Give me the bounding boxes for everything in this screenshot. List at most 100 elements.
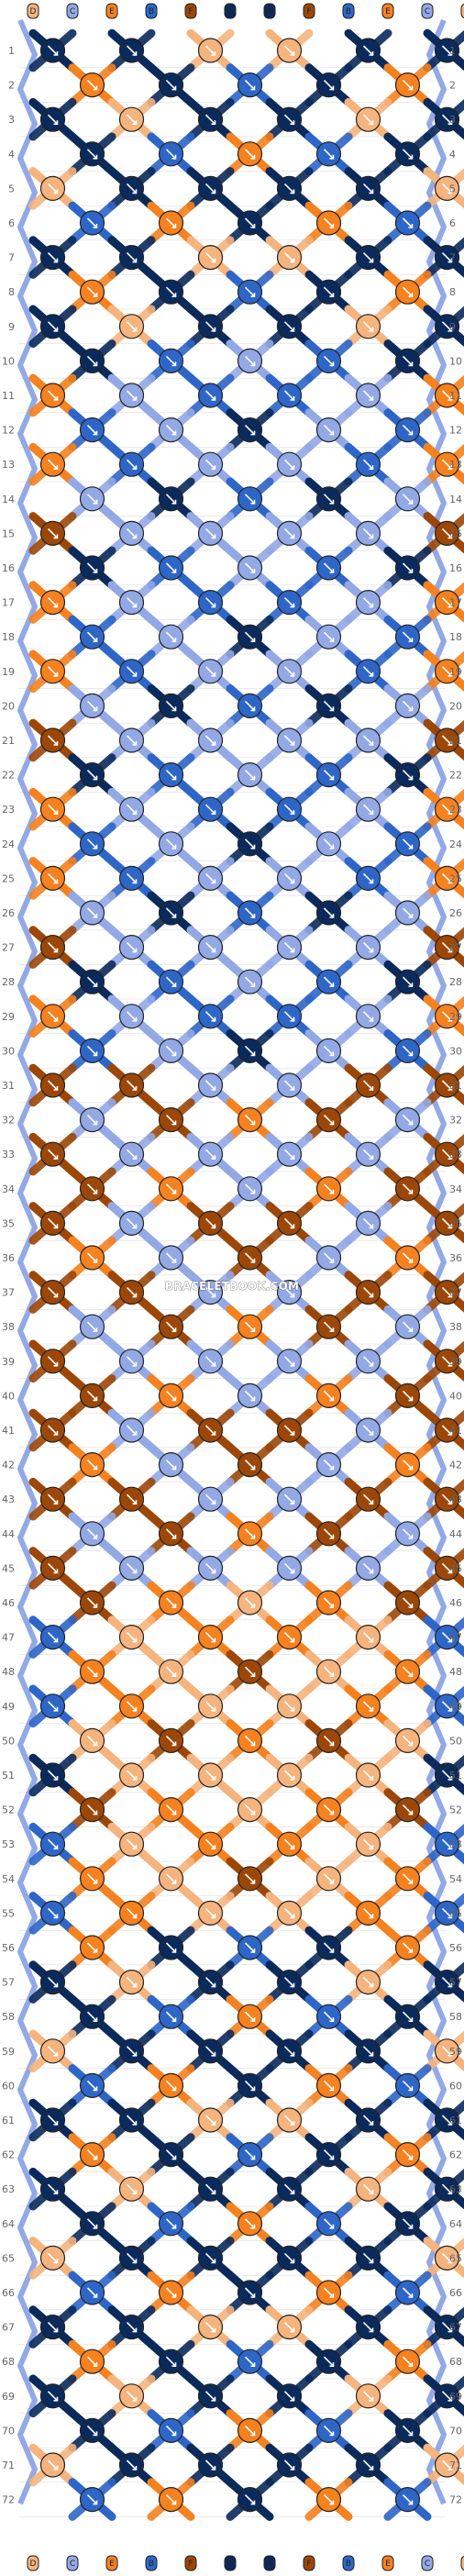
knot-arrow-head [369, 534, 374, 539]
knot-arrow-head [53, 1016, 59, 1022]
knot-arrow [362, 114, 374, 125]
knot-arrow-head [447, 2121, 453, 2126]
knot-arrow [283, 666, 295, 677]
knot-arrow-head [132, 396, 138, 401]
knot-arrow-head [408, 1741, 414, 1747]
knot-arrow [204, 1287, 216, 1298]
knot-arrow [86, 2287, 98, 2298]
bottom-string-tab [263, 2555, 276, 2571]
knot-arrow-head [93, 1051, 98, 1057]
knot-arrow-head [211, 465, 216, 471]
knot-arrow [283, 1425, 295, 1436]
knot-arrow-head [447, 810, 453, 816]
knot-arrow-head [211, 1706, 216, 1712]
row-number-left: 67 [2, 2322, 15, 2334]
knot-arrow [362, 1149, 374, 1160]
row-number-left: 37 [2, 1287, 15, 1299]
knot-arrow [244, 1873, 256, 1884]
row-number-left: 34 [2, 1183, 15, 1195]
knot-arrow-head [93, 293, 98, 298]
knot-arrow-head [132, 2051, 138, 2057]
knot-arrow [441, 459, 453, 470]
knot-arrow [86, 149, 98, 160]
knot-arrow [283, 1562, 295, 1573]
row-number-right: 58 [449, 2011, 462, 2023]
knot-arrow [86, 1321, 98, 1332]
knot-arrow-head [211, 2396, 216, 2402]
row-number-right: 70 [449, 2425, 462, 2437]
knot-arrow [165, 631, 177, 642]
knot-arrow-head [171, 1259, 177, 1263]
knot-arrow [86, 562, 98, 573]
row-number-right: 67 [449, 2322, 462, 2334]
knot-arrow [441, 942, 453, 953]
knot-arrow-head [408, 430, 414, 436]
knot-arrow [244, 1321, 256, 1332]
knot-arrow-head [132, 120, 138, 125]
knot-arrow [204, 527, 216, 539]
knot-arrow-head [53, 1361, 59, 1367]
knot-arrow-head [250, 2293, 256, 2298]
top-string-label: C [70, 7, 75, 17]
knot-arrow-head [369, 948, 374, 953]
knot-arrow [402, 700, 414, 711]
knot-arrow [86, 80, 98, 91]
knot-arrow [441, 45, 453, 56]
row-number-right: 54 [449, 1873, 462, 1885]
knot-arrow-head [132, 465, 138, 471]
knot-arrow [47, 1149, 59, 1160]
knot-arrow-head [369, 1706, 374, 1712]
knot-arrow [402, 976, 414, 987]
knot-arrow [323, 217, 335, 228]
row-number-left: 29 [2, 1011, 15, 1023]
knot-arrow [441, 2391, 453, 2402]
knot-arrow-head [447, 1638, 453, 1643]
knot-arrow [244, 2080, 256, 2091]
knot-arrow-head [93, 1396, 98, 1402]
knot-arrow-head [447, 1982, 453, 1988]
knot-arrow-head [329, 844, 335, 849]
knot-arrow [402, 2425, 414, 2436]
top-string-tab [105, 3, 118, 19]
knot-arrow [283, 1287, 295, 1298]
knot-arrow-head [53, 120, 59, 125]
knot-arrow-head [408, 2362, 414, 2367]
knot-arrow-head [171, 1949, 177, 1953]
knot-arrow [165, 1045, 177, 1056]
knot-arrow [362, 2322, 374, 2333]
knot-arrow [244, 1597, 256, 1608]
knot-arrow-head [171, 1672, 177, 1677]
knot-arrow-head [408, 2224, 414, 2229]
knot-arrow-head [132, 1155, 138, 1160]
knot-arrow-head [447, 2051, 453, 2057]
knot-arrow [362, 1838, 374, 1849]
knot-arrow [86, 2425, 98, 2436]
row-number-right: 28 [449, 976, 462, 988]
row-number-left: 60 [2, 2080, 15, 2092]
knot-arrow [47, 2391, 59, 2402]
knot-arrow [441, 2115, 453, 2126]
knot-arrow [244, 355, 256, 366]
row-number-right: 72 [449, 2494, 462, 2506]
knot-arrow-head [132, 879, 138, 884]
knot-arrow [283, 114, 295, 125]
knot-arrow [402, 149, 414, 160]
knot-arrow-head [408, 1259, 414, 1263]
knot-arrow-head [290, 327, 295, 332]
row-number-left: 41 [2, 1425, 15, 1437]
knot-arrow-head [53, 1982, 59, 1988]
knot-arrow-head [329, 293, 335, 298]
knot-arrow [86, 2356, 98, 2367]
knot-arrow-head [250, 1810, 256, 1815]
knot-arrow [47, 252, 59, 263]
knot-arrow [402, 2011, 414, 2022]
knot-arrow-head [329, 706, 335, 712]
top-string-label: B [346, 7, 351, 17]
knot-arrow-head [53, 1569, 59, 1574]
knot-arrow-head [211, 1086, 216, 1091]
row-number-left: 62 [2, 2149, 15, 2161]
knot-arrow [244, 2149, 256, 2160]
knot-arrow-head [53, 51, 59, 56]
knot-arrow-head [211, 534, 216, 539]
